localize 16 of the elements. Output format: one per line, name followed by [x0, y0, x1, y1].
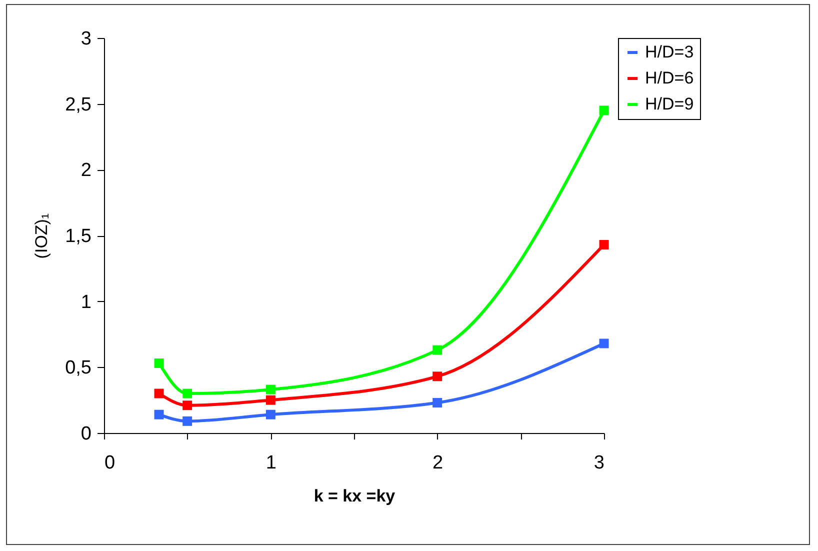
y-tick-label: 1,5: [65, 226, 92, 247]
x-tick-label: 3: [594, 452, 604, 474]
legend-label: H/D=3: [645, 42, 694, 62]
x-tick-label: 1: [266, 452, 276, 474]
y-tick-label: 1: [80, 292, 92, 313]
x-axis-title: k = kx =ky: [314, 486, 396, 506]
y-tick-label: 0: [80, 424, 92, 444]
y-tick-label: 2,5: [65, 94, 92, 116]
x-tick-label: 0: [104, 452, 116, 474]
y-tick-label: 2: [80, 160, 92, 182]
x-tick-label: 2: [432, 452, 444, 474]
y-tick-label: 3: [80, 28, 92, 50]
y-axis-title: (IOZ)₁: [32, 213, 52, 259]
legend-label: H/D=9: [645, 94, 694, 114]
legend-label: H/D=6: [645, 68, 694, 88]
y-tick-label: 0,5: [65, 358, 92, 379]
